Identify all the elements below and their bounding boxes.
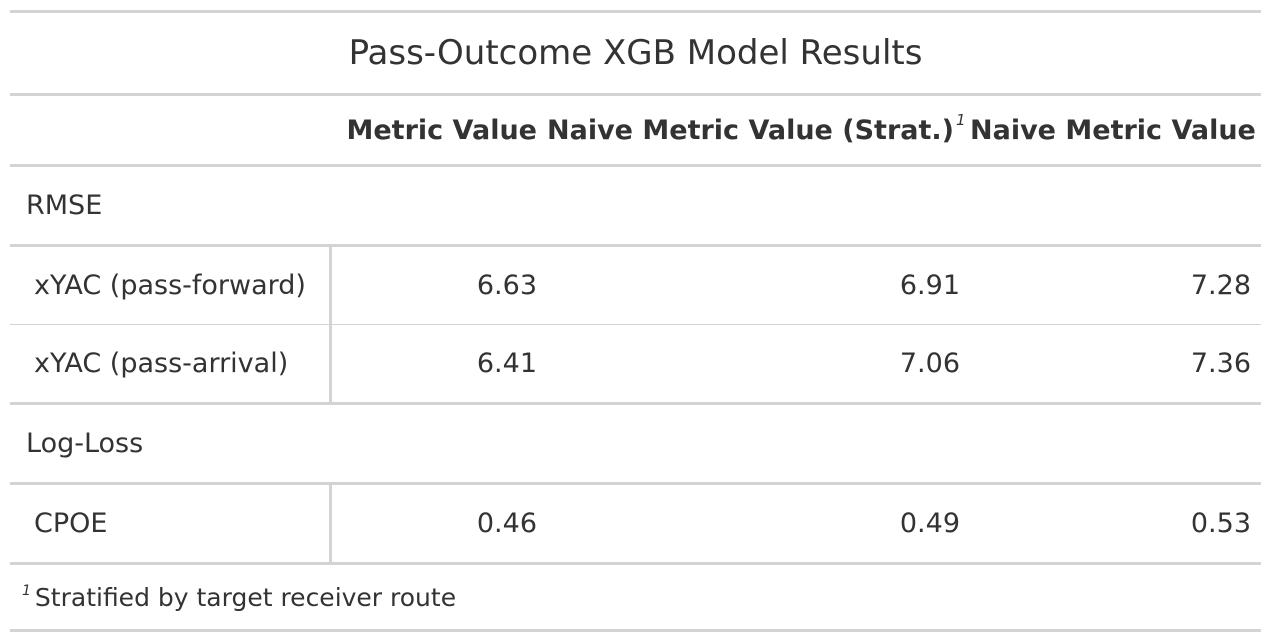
- cell-naive-value: 0.53: [970, 483, 1261, 565]
- cell-metric-value: 0.46: [330, 483, 547, 565]
- header-naive-metric-value: Naive Metric Value: [970, 96, 1261, 167]
- results-grid: Metric Value Naive Metric Value (Strat.)…: [10, 96, 1261, 565]
- row-label: CPOE: [10, 483, 332, 565]
- header-stub: [10, 96, 330, 167]
- header-metric-value: Metric Value: [330, 96, 547, 167]
- group-row-log-loss: Log-Loss: [10, 403, 1261, 485]
- group-label: Log-Loss: [10, 403, 1261, 485]
- cell-naive-value: 7.36: [970, 324, 1261, 405]
- header-metric-value-label: Metric Value: [346, 114, 538, 146]
- header-footnote-mark: 1: [956, 110, 966, 129]
- table-row: xYAC (pass-forward) 6.63 6.91 7.28: [10, 245, 1261, 325]
- footnote-mark: 1: [22, 583, 31, 599]
- table-title: Pass-Outcome XGB Model Results: [10, 13, 1261, 96]
- header-naive-metric-value-strat: Naive Metric Value (Strat.) 1: [547, 96, 970, 167]
- top-rule: [10, 10, 1261, 13]
- table-row: xYAC (pass-arrival) 6.41 7.06 7.36: [10, 324, 1261, 405]
- group-label: RMSE: [10, 165, 1261, 247]
- cell-metric-value: 6.63: [330, 245, 547, 325]
- cell-metric-value: 6.41: [330, 324, 547, 405]
- group-row-rmse: RMSE: [10, 165, 1261, 247]
- results-table: Pass-Outcome XGB Model Results Metric Va…: [10, 10, 1261, 632]
- table-footnote: 1 Stratified by target receiver route: [10, 565, 1261, 632]
- header-naive-label: Naive Metric Value: [970, 114, 1256, 146]
- row-label: xYAC (pass-forward): [10, 245, 332, 325]
- cell-naive-strat-value: 7.06: [547, 324, 970, 405]
- row-label: xYAC (pass-arrival): [10, 324, 332, 405]
- cell-naive-value: 7.28: [970, 245, 1261, 325]
- header-naive-strat-label: Naive Metric Value (Strat.): [547, 114, 955, 146]
- cell-naive-strat-value: 0.49: [547, 483, 970, 565]
- header-row: Metric Value Naive Metric Value (Strat.)…: [10, 96, 1261, 167]
- footnote-text: Stratified by target receiver route: [34, 582, 457, 612]
- cell-naive-strat-value: 6.91: [547, 245, 970, 325]
- table-row: CPOE 0.46 0.49 0.53: [10, 483, 1261, 565]
